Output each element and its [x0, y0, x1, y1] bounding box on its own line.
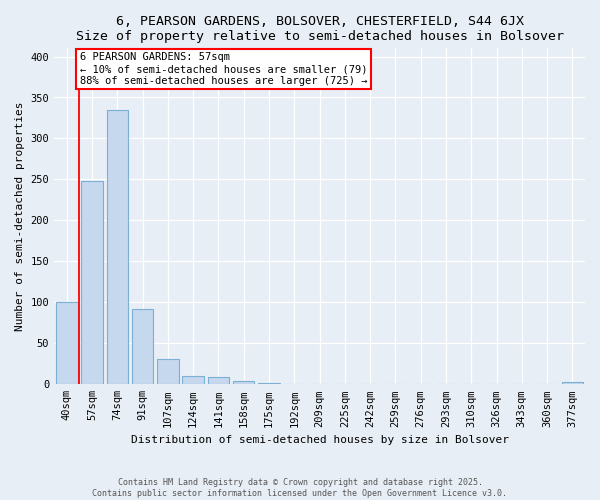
Bar — [82, 181, 103, 384]
Bar — [56, 302, 77, 384]
Title: 6, PEARSON GARDENS, BOLSOVER, CHESTERFIELD, S44 6JX
Size of property relative to: 6, PEARSON GARDENS, BOLSOVER, CHESTERFIE… — [76, 15, 563, 43]
Text: Contains HM Land Registry data © Crown copyright and database right 2025.
Contai: Contains HM Land Registry data © Crown c… — [92, 478, 508, 498]
Text: 6 PEARSON GARDENS: 57sqm
← 10% of semi-detached houses are smaller (79)
88% of s: 6 PEARSON GARDENS: 57sqm ← 10% of semi-d… — [80, 52, 367, 86]
Bar — [233, 381, 254, 384]
Bar — [258, 382, 280, 384]
Bar — [157, 359, 179, 384]
Bar — [107, 110, 128, 384]
Bar — [132, 309, 154, 384]
Bar — [182, 376, 204, 384]
Bar — [562, 382, 583, 384]
X-axis label: Distribution of semi-detached houses by size in Bolsover: Distribution of semi-detached houses by … — [131, 435, 509, 445]
Bar — [208, 377, 229, 384]
Y-axis label: Number of semi-detached properties: Number of semi-detached properties — [15, 102, 25, 331]
